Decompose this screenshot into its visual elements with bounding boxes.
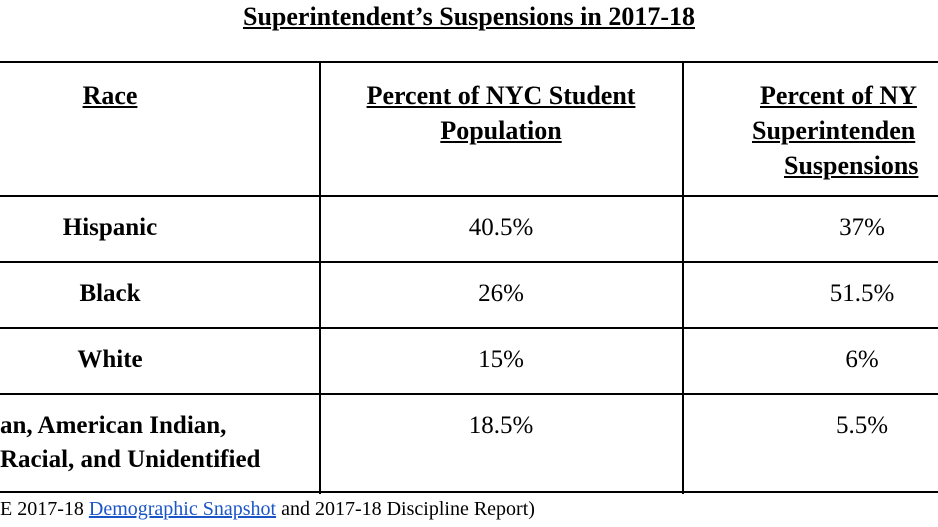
table-border	[0, 327, 938, 329]
race-label: Racial, and Unidentified	[0, 446, 261, 473]
header-cell: Percent of NYC Student	[366, 81, 636, 110]
source-text: and 2017-18 Discipline Report)	[276, 498, 535, 520]
race-label: an, American Indian,	[0, 412, 227, 439]
race-label: White	[77, 346, 143, 373]
percent-cell: 51.5%	[829, 280, 895, 307]
header-cell: Race	[82, 81, 138, 110]
header-cell: Population	[440, 116, 562, 145]
percent-cell: 37%	[839, 214, 885, 241]
percent-cell: 40.5%	[468, 214, 534, 241]
header-cell: Percent of NY	[760, 81, 917, 110]
header-cell: Suspensions	[784, 151, 919, 180]
source-text: E 2017-18	[0, 498, 89, 520]
percent-cell: 5.5%	[835, 412, 889, 439]
source-note: E 2017-18 Demographic Snapshot and 2017-…	[0, 498, 535, 521]
table-border	[319, 62, 321, 494]
source-link[interactable]: Demographic Snapshot	[88, 498, 277, 520]
header-cell: Superintenden	[752, 116, 916, 145]
race-label: Black	[79, 280, 141, 307]
table-border	[0, 261, 938, 263]
title: Superintendent’s Suspensions in 2017-18	[243, 2, 695, 31]
table-border	[0, 195, 938, 197]
table-border	[0, 491, 938, 493]
percent-cell: 6%	[845, 346, 879, 373]
race-label: Hispanic	[62, 214, 158, 241]
table-border	[0, 393, 938, 395]
percent-cell: 26%	[478, 280, 524, 307]
table-border	[682, 62, 684, 494]
percent-cell: 15%	[478, 346, 524, 373]
percent-cell: 18.5%	[468, 412, 534, 439]
table-border	[0, 61, 938, 63]
